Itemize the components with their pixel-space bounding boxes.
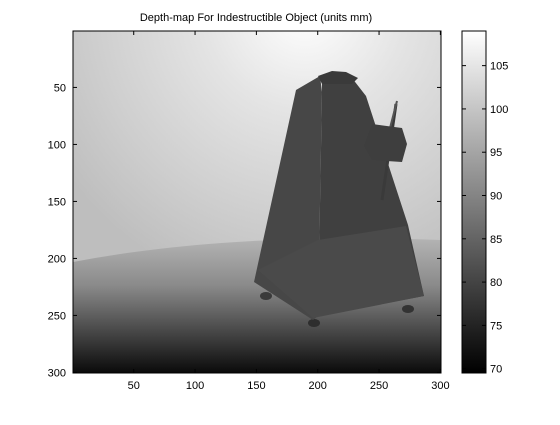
x-tick-label: 200 [309,380,327,392]
x-tick-label: 100 [186,380,204,392]
x-tick-label: 300 [431,380,449,392]
colorbar-tick-label: 70 [490,364,502,376]
pendulum-tip [389,100,398,129]
colorbar-tick-label: 100 [490,104,508,116]
colorbar-tick-label: 95 [490,147,502,159]
object-foot [402,305,414,313]
y-tick-label: 250 [48,310,66,322]
plot-frame [72,30,442,374]
x-tick-label: 150 [247,380,265,392]
metronome-object [254,71,424,327]
y-tick-label: 300 [48,367,66,379]
colorbar-gradient [462,31,486,373]
colorbar: 70 75 80 85 90 95 100 105 [461,30,508,376]
x-tick-label: 250 [370,380,388,392]
object-top [318,71,358,84]
colorbar-tick-label: 85 [490,234,502,246]
colorbar-tick-label: 90 [490,191,502,203]
axes-ticks: 50 100 150 200 250 300 50 100 150 200 250 300 [48,31,450,392]
depth-image [73,31,441,373]
y-tick-label: 150 [48,196,66,208]
y-tick-label: 50 [54,82,66,94]
x-tick-label: 50 [128,380,140,392]
colorbar-ticks: 70 75 80 85 90 95 100 105 [462,61,508,376]
chart-title: Depth-map For Indestructible Object (uni… [140,12,372,24]
pendulum-weight [364,124,407,162]
object-foot [260,292,272,300]
colorbar-frame [461,30,487,374]
y-tick-label: 100 [48,139,66,151]
colorbar-tick-label: 80 [490,277,502,289]
colorbar-tick-label: 105 [490,61,508,73]
y-tick-label: 200 [48,253,66,265]
colorbar-tick-label: 75 [490,320,502,332]
object-foot [308,319,320,327]
object-base-plinth [258,226,424,318]
